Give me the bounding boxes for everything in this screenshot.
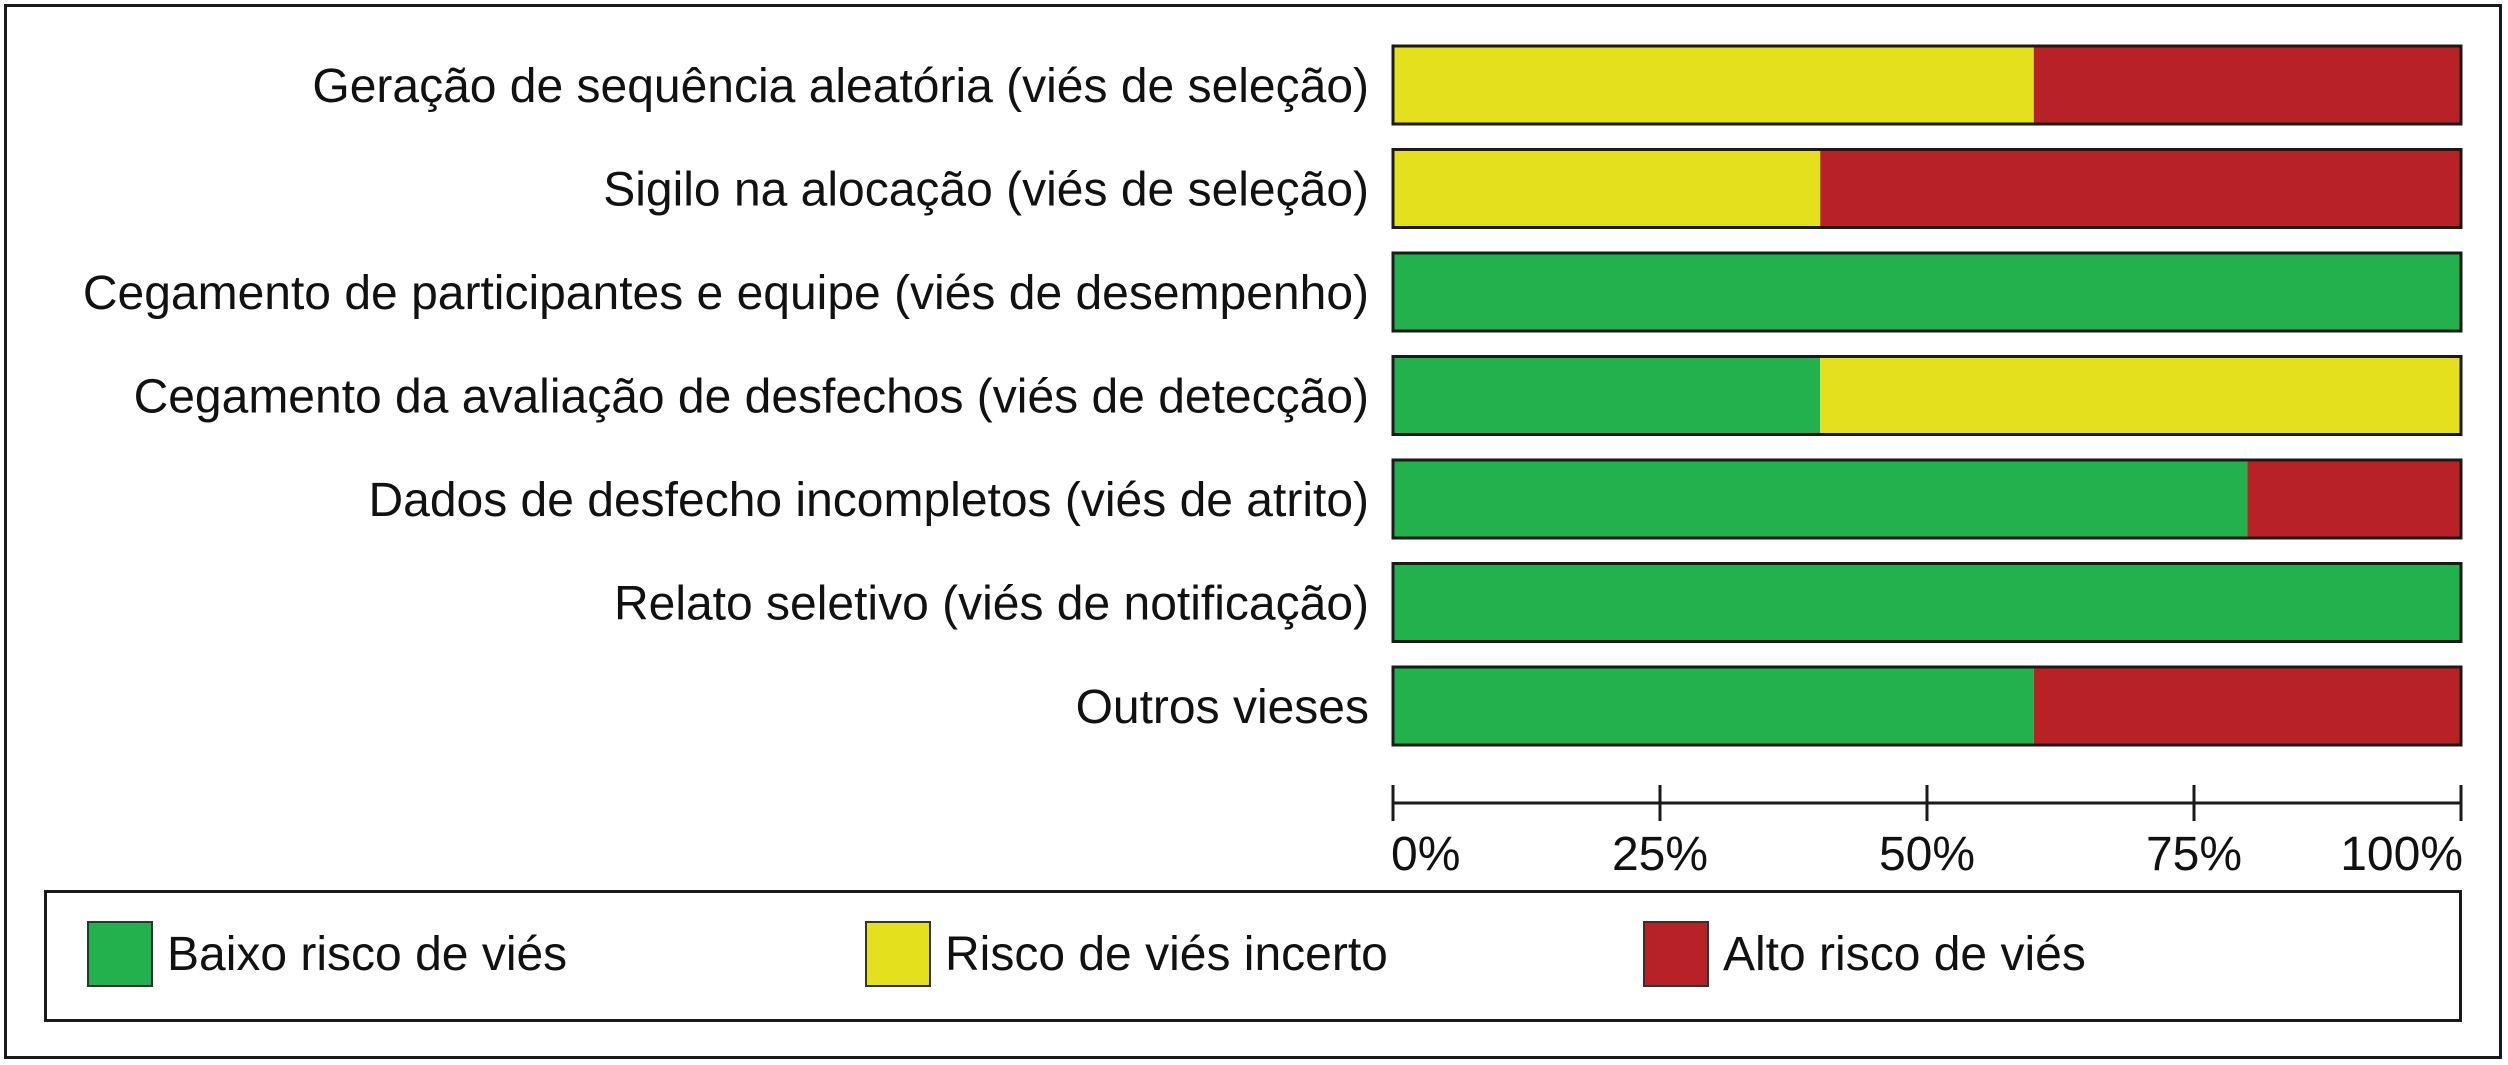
legend-item-unclear-risk: Risco de viés incerto — [865, 919, 1388, 989]
bar-segment-alto-risco-de-vi-s — [2033, 46, 2461, 124]
category-label: Cegamento de participantes e equipe (vié… — [83, 267, 1369, 320]
x-tick-label: 75% — [2146, 828, 2242, 881]
category-label: Relato seletivo (viés de notificação) — [614, 578, 1369, 631]
legend-label-low-risk: Baixo risco de viés — [167, 927, 568, 981]
bar-segment-alto-risco-de-vi-s — [2033, 667, 2461, 745]
bar-outline — [1391, 44, 2463, 126]
bar-segment-risco-de-vi-s-incerto — [1393, 46, 2034, 124]
category-label: Outros vieses — [1076, 681, 1369, 734]
legend: Baixo risco de viés Risco de viés incert… — [44, 890, 2462, 1022]
legend-item-high-risk: Alto risco de viés — [1643, 919, 2086, 989]
bar-outline — [1391, 458, 2463, 540]
legend-label-unclear-risk: Risco de viés incerto — [945, 927, 1388, 981]
bar-segment-baixo-risco-de-vi-s — [1393, 563, 2461, 642]
bar-segment-baixo-risco-de-vi-s — [1393, 460, 2248, 538]
bar-outline — [1391, 355, 2463, 436]
legend-swatch-low-risk — [87, 921, 153, 987]
x-tick-label: 100% — [2340, 828, 2463, 881]
category-label: Geração de sequência aleatória (viés de … — [312, 60, 1369, 113]
bar-segment-alto-risco-de-vi-s — [1820, 149, 2461, 228]
bar-outline — [1391, 251, 2463, 333]
x-tick-label: 50% — [1879, 828, 1975, 881]
bar-segment-baixo-risco-de-vi-s — [1393, 667, 2034, 745]
category-label: Dados de desfecho incompletos (viés de a… — [368, 474, 1369, 527]
bar-outline — [1391, 562, 2463, 643]
category-label: Cegamento da avaliação de desfechos (vié… — [134, 371, 1369, 424]
category-label: Sigilo na alocação (viés de seleção) — [603, 164, 1369, 217]
legend-label-high-risk: Alto risco de viés — [1723, 927, 2086, 981]
bar-segment-risco-de-vi-s-incerto — [1820, 356, 2461, 435]
bar-outline — [1391, 148, 2463, 229]
legend-swatch-high-risk — [1643, 921, 1709, 987]
bar-outline — [1391, 665, 2463, 747]
bar-segment-risco-de-vi-s-incerto — [1393, 149, 1821, 228]
bar-segment-baixo-risco-de-vi-s — [1393, 253, 2461, 331]
x-tick-label: 0% — [1391, 828, 1460, 881]
bar-segment-baixo-risco-de-vi-s — [1393, 356, 1821, 435]
legend-swatch-unclear-risk — [865, 921, 931, 987]
x-tick-label: 25% — [1612, 828, 1708, 881]
bar-segment-alto-risco-de-vi-s — [2247, 460, 2461, 538]
legend-item-low-risk: Baixo risco de viés — [87, 919, 567, 989]
